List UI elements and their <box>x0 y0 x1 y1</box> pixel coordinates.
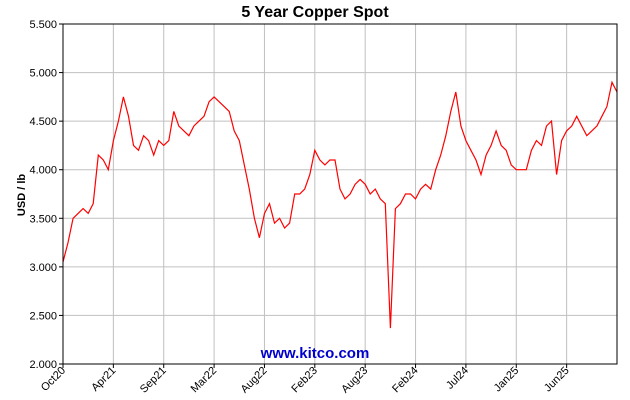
y-tick-label: 4.500 <box>29 116 57 128</box>
x-tick-label: Jan25 <box>492 365 522 395</box>
x-tick-label: Aug23 <box>339 365 370 396</box>
plot-border <box>62 23 618 365</box>
y-tick-label: 3.000 <box>29 262 57 274</box>
chart-title: 5 Year Copper Spot <box>241 4 389 21</box>
x-tick-label: Aug22 <box>239 365 270 396</box>
x-tick-label: Apr21 <box>89 365 118 394</box>
watermark: www.kitco.com <box>260 345 370 362</box>
y-tick-label: 5.000 <box>29 68 57 80</box>
y-tick-label: 4.000 <box>29 165 57 177</box>
x-tick-label: Sep21 <box>138 365 169 396</box>
x-tick-label: Jun25 <box>542 365 572 395</box>
y-tick-label: 2.000 <box>29 359 57 371</box>
y-tick-label: 5.500 <box>29 19 57 31</box>
y-axis-label: USD / lb <box>16 174 28 216</box>
x-tick-label: Mar22 <box>189 365 220 396</box>
y-tick-label: 3.500 <box>29 213 57 225</box>
x-tick-label: Jul24 <box>444 365 471 392</box>
y-tick-label: 2.500 <box>29 310 57 322</box>
x-tick-label: Feb23 <box>289 365 320 396</box>
plot-area <box>63 24 617 364</box>
plot: 2.000 2.500 3.000 3.500 4.000 4.500 5.000 5.500… <box>29 19 618 396</box>
x-tick-label: Feb24 <box>390 365 421 396</box>
price-line <box>62 80 618 329</box>
